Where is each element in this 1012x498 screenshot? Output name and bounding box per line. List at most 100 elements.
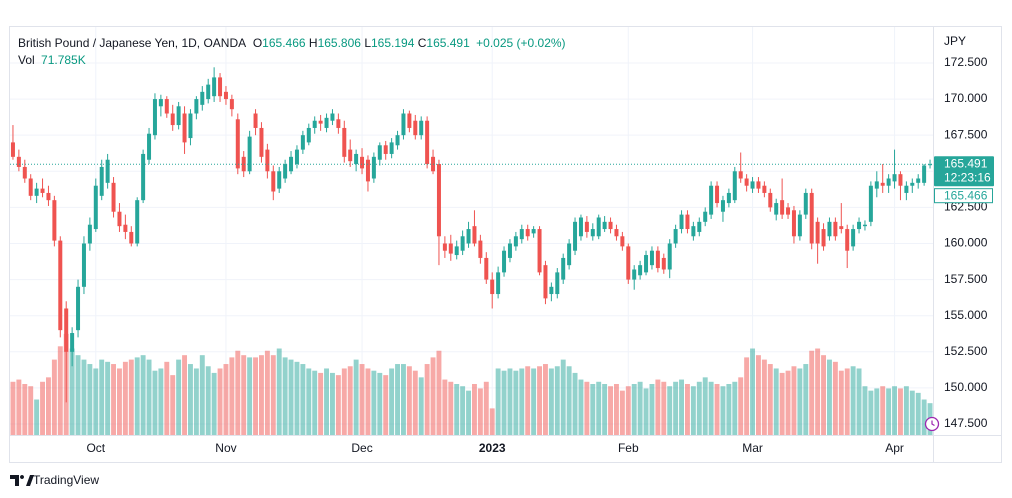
volume-bar bbox=[578, 379, 584, 435]
candle-body bbox=[726, 192, 731, 204]
candle-body bbox=[436, 164, 441, 237]
volume-bar bbox=[661, 381, 667, 435]
candle-body bbox=[188, 113, 193, 139]
frame bbox=[9, 26, 1002, 463]
candle-body bbox=[218, 77, 223, 97]
volume-bar bbox=[785, 370, 791, 435]
volume-bar bbox=[412, 370, 418, 435]
ohlc-value: 165.194 bbox=[371, 36, 415, 50]
volume-bar bbox=[122, 361, 128, 435]
volume-bar bbox=[572, 372, 578, 435]
volume-bar bbox=[99, 359, 105, 435]
countdown: 12:23:16 bbox=[944, 170, 991, 184]
volume-bar bbox=[140, 355, 146, 435]
volume-bar bbox=[643, 388, 649, 435]
volume-bar bbox=[501, 370, 507, 435]
candle-body bbox=[928, 164, 933, 166]
volume-bar bbox=[655, 379, 661, 435]
candle-body bbox=[300, 135, 305, 150]
volume-bar bbox=[424, 364, 430, 435]
volume-bar bbox=[335, 375, 341, 435]
volume-bar bbox=[548, 368, 554, 435]
volume-bar bbox=[264, 350, 270, 435]
candle-body bbox=[324, 117, 329, 128]
grid bbox=[10, 27, 933, 435]
candle-body bbox=[904, 185, 909, 193]
candle-body bbox=[567, 243, 572, 266]
ohlc-label: C bbox=[417, 36, 427, 50]
volume-bar bbox=[773, 368, 779, 435]
candle-body bbox=[691, 226, 696, 237]
candle-body bbox=[868, 185, 873, 222]
candle-body bbox=[229, 99, 234, 110]
volume-bar bbox=[241, 355, 247, 435]
ohlc-row: British Pound / Japanese Yen, 1D, OANDA … bbox=[18, 35, 566, 52]
volume-bar bbox=[832, 361, 838, 435]
volume-bar bbox=[495, 368, 501, 435]
candle-body bbox=[111, 182, 116, 212]
candle-body bbox=[176, 106, 181, 126]
candle-body bbox=[46, 192, 51, 201]
volume-bar bbox=[134, 357, 140, 435]
candle-body bbox=[478, 240, 483, 258]
candle-body bbox=[289, 156, 294, 172]
volume-bar bbox=[489, 408, 495, 435]
volume-bar bbox=[631, 384, 637, 435]
candle-body bbox=[129, 231, 134, 244]
candle-body bbox=[531, 229, 536, 234]
candle-body bbox=[395, 135, 400, 146]
x-tick-label: Mar bbox=[742, 441, 763, 455]
candle-body bbox=[845, 229, 850, 251]
volume-bar bbox=[903, 386, 909, 435]
candle-body bbox=[58, 240, 63, 331]
candle-body bbox=[886, 178, 891, 186]
candle-body bbox=[827, 221, 832, 237]
candle-body bbox=[679, 214, 684, 230]
candle-body bbox=[330, 113, 335, 121]
volume-bar bbox=[454, 384, 460, 435]
volume-bar bbox=[22, 384, 28, 435]
ohlc-value: 165.491 bbox=[426, 36, 470, 50]
candle-body bbox=[241, 156, 246, 172]
volume-bar bbox=[477, 388, 483, 435]
candle-body bbox=[182, 113, 187, 143]
volume-bar bbox=[69, 348, 75, 435]
volume-label: Vol bbox=[18, 53, 35, 67]
candle-body bbox=[857, 221, 862, 230]
volume-bar bbox=[93, 368, 99, 435]
candle-body bbox=[99, 166, 104, 196]
volume-bar bbox=[324, 368, 329, 435]
volume-bar bbox=[270, 355, 276, 435]
volume-bar bbox=[389, 368, 395, 435]
volume-bar bbox=[188, 364, 193, 435]
volume-bar bbox=[726, 384, 732, 435]
candle-body bbox=[732, 171, 737, 201]
volume-bar bbox=[46, 377, 51, 435]
volume-bar bbox=[117, 368, 122, 435]
volume-bar bbox=[803, 364, 809, 435]
candle-body bbox=[644, 255, 649, 273]
candle-body bbox=[16, 156, 21, 167]
volume-bar bbox=[590, 384, 596, 435]
currency: JPY bbox=[944, 34, 966, 48]
y-tick-label: 150.000 bbox=[944, 380, 988, 394]
candle-body bbox=[212, 77, 217, 97]
candle-body bbox=[833, 221, 838, 237]
volume-bar bbox=[608, 386, 613, 435]
volume-bar bbox=[602, 384, 608, 435]
volume-bar bbox=[714, 384, 720, 435]
volume-bar bbox=[199, 355, 205, 435]
volume-bar bbox=[667, 386, 673, 435]
volume-bar bbox=[767, 364, 773, 435]
volume-bar bbox=[282, 357, 288, 435]
candle-body bbox=[141, 153, 146, 201]
volume-bar bbox=[856, 368, 862, 435]
candle-body bbox=[336, 119, 341, 128]
volume-bar bbox=[708, 381, 714, 435]
candle-body bbox=[425, 120, 430, 165]
volume-bar bbox=[750, 348, 755, 435]
candle-body bbox=[786, 207, 791, 215]
volume-bar bbox=[152, 370, 158, 435]
volume-bar bbox=[809, 350, 815, 435]
